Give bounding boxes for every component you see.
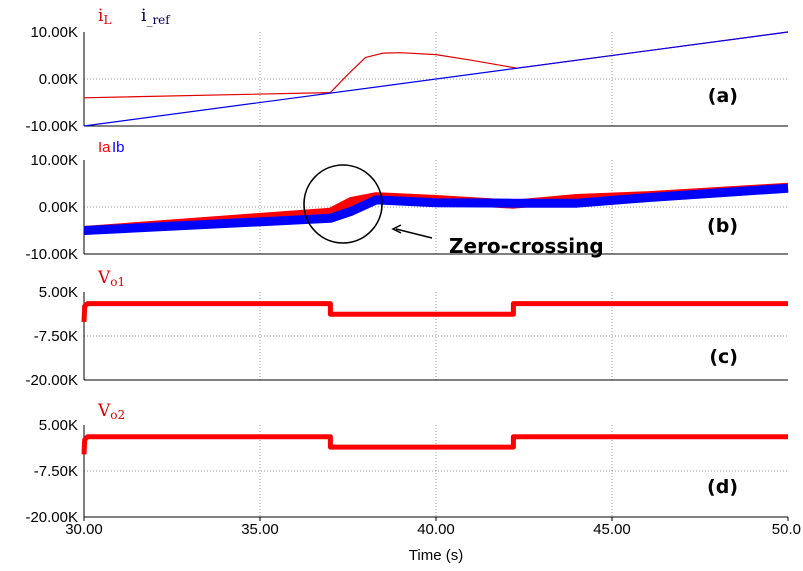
legend-entry: Vo1 (97, 268, 125, 289)
y-tick-label: -20.00K (25, 509, 78, 526)
y-tick-label: 0.00K (39, 71, 78, 88)
series-line-Vo2 (81, 434, 788, 455)
legend: iL i_ref (98, 6, 171, 27)
series-line-iref (83, 31, 789, 127)
panel-label: (b) (707, 215, 738, 237)
panel-label: (c) (709, 346, 738, 368)
legend: Ia Ib (98, 139, 125, 156)
x-tick-label: 35.00 (241, 521, 279, 538)
series-line-Vo1 (81, 301, 788, 323)
legend-entry: Ia (98, 139, 111, 156)
panel-label: (d) (707, 476, 738, 498)
x-axis-label: Time (s) (409, 547, 463, 564)
panel-b: 10.00K 0.00K -10.00K Ia Ib (b) Zero-crossing (25, 139, 789, 263)
series-line-iL (83, 31, 789, 99)
x-axis: 30.00 35.00 40.00 45.00 50.0 Time (s) (65, 517, 801, 564)
y-tick-label: -7.50K (34, 328, 78, 345)
y-tick-label: 10.00K (30, 152, 78, 169)
legend-entry: Ib (112, 139, 125, 156)
legend-entry: iL (98, 6, 111, 27)
y-tick-label: 5.00K (39, 284, 78, 301)
panel-label: (a) (708, 85, 738, 107)
x-tick-label: 30.00 (65, 521, 103, 538)
series-line-Ib (83, 183, 789, 235)
x-tick-label: 45.00 (593, 521, 631, 538)
zero-crossing-label: Zero-crossing (449, 234, 604, 258)
legend-entry: Vo2 (97, 401, 125, 422)
y-tick-label: 5.00K (39, 417, 78, 434)
panel-a: 10.00K 0.00K -10.00K iL i_ref (a) (25, 6, 789, 135)
y-tick-label: 10.00K (30, 24, 78, 41)
y-tick-label: 0.00K (39, 199, 78, 216)
y-tick-label: -7.50K (34, 463, 78, 480)
panel-d: 5.00K -7.50K -20.00K Vo2 (d) (25, 401, 788, 526)
y-tick-label: -10.00K (25, 118, 78, 135)
arrow-head (391, 224, 402, 234)
x-tick-label: 40.00 (417, 521, 455, 538)
panel-c: 5.00K -7.50K -20.00K Vo1 (c) (25, 268, 788, 389)
annotation-arrow (395, 228, 433, 239)
zero-crossing-circle (303, 164, 383, 244)
legend: Vo2 (97, 401, 125, 422)
legend: Vo1 (97, 268, 125, 289)
x-tick-label: 50.0 (772, 521, 801, 538)
legend-entry: i_ref (141, 6, 171, 27)
y-tick-label: -10.00K (25, 246, 78, 263)
y-tick-label: -20.00K (25, 372, 78, 389)
